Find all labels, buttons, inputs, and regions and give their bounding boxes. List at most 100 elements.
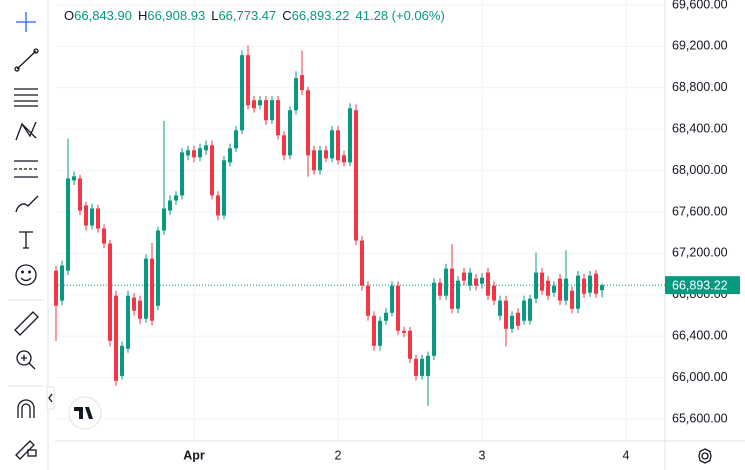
candle-body <box>492 285 496 301</box>
candle-body <box>66 178 70 271</box>
y-tick-label: 67,600.00 <box>672 204 728 218</box>
forecast-tool[interactable] <box>14 160 38 178</box>
candle-body <box>96 208 100 229</box>
candles <box>54 45 604 406</box>
candle-body <box>318 150 322 171</box>
emoji-tool[interactable] <box>15 264 37 286</box>
candle-body <box>384 312 388 321</box>
toolbar <box>8 12 44 460</box>
candle-body <box>192 150 196 158</box>
candle-body <box>414 358 418 376</box>
candle-body <box>216 195 220 216</box>
candle-body <box>144 258 148 319</box>
candle-body <box>270 100 274 121</box>
candle-body <box>138 300 142 319</box>
candle-body <box>390 285 394 313</box>
candle-body <box>444 268 448 296</box>
y-tick-label: 68,400.00 <box>672 121 728 135</box>
logo[interactable] <box>68 396 102 430</box>
legend-value: 66,908.93 <box>147 8 206 23</box>
candle-body <box>258 100 262 106</box>
candle-body <box>210 145 214 196</box>
candle-body <box>522 300 526 321</box>
grid <box>55 0 665 441</box>
candle-body <box>222 160 226 216</box>
candle-body <box>246 55 250 106</box>
candle-body <box>348 108 352 163</box>
candle-body <box>498 300 502 316</box>
candle-body <box>204 145 208 151</box>
legend-item: O66,843.90 <box>64 8 132 23</box>
candle-body <box>198 148 202 158</box>
collapse-button[interactable] <box>46 386 55 410</box>
x-tick-label: 2 <box>335 448 342 462</box>
candle-body <box>72 176 76 181</box>
legend-change: 41.28 (+0.06%) <box>355 8 445 23</box>
ruler-tool[interactable] <box>14 311 39 336</box>
candle-body <box>420 358 424 376</box>
text-tool[interactable] <box>19 231 33 249</box>
legend-key: O <box>64 8 75 23</box>
candle-body <box>168 200 172 211</box>
candle-body <box>186 150 190 156</box>
candle-body <box>468 272 472 286</box>
candle-body <box>564 278 568 301</box>
y-tick-label: 69,200.00 <box>672 39 728 53</box>
candle-body <box>486 272 490 296</box>
candle-body <box>474 278 478 286</box>
last-price-box <box>665 276 740 295</box>
trend-line-tool[interactable] <box>14 48 39 72</box>
candle-body <box>240 55 244 131</box>
legend-key: H <box>137 8 148 23</box>
pattern-tool[interactable] <box>15 121 37 141</box>
candle-body <box>354 110 358 241</box>
fib-tool[interactable] <box>14 88 38 107</box>
candle-body <box>558 278 562 301</box>
candle-body <box>234 130 238 149</box>
candle-body <box>264 100 268 121</box>
candle-body <box>546 280 550 296</box>
candle-body <box>534 272 538 299</box>
candle-body <box>114 295 118 381</box>
candle-body <box>378 320 382 346</box>
candle-body <box>330 130 334 159</box>
candle-body <box>576 275 580 309</box>
candle-body <box>108 243 112 341</box>
legend-key: L <box>211 8 219 23</box>
x-tick-label: 3 <box>479 448 486 462</box>
x-tick-label: Apr <box>183 448 205 462</box>
lock-tool[interactable] <box>15 440 37 460</box>
brush-tool[interactable] <box>15 195 39 213</box>
candle-body <box>54 270 58 306</box>
candle-body <box>288 110 292 156</box>
candle-body <box>588 275 592 293</box>
candle-body <box>456 280 460 309</box>
candle-body <box>342 155 346 163</box>
magnet-tool[interactable] <box>17 399 35 418</box>
candle-body <box>366 285 370 316</box>
candle-body <box>396 285 400 331</box>
candle-body <box>480 277 484 284</box>
candle-body <box>276 100 280 136</box>
crosshair-tool[interactable] <box>16 12 36 32</box>
settings-button[interactable] <box>698 448 712 464</box>
legend-key: C <box>282 8 292 23</box>
candle-body <box>174 195 178 201</box>
candle-body <box>510 315 514 329</box>
candle-body <box>594 273 598 294</box>
legend-item: C66,893.22 <box>282 8 349 23</box>
ohlc-legend: O66,843.90 H66,908.93 L66,773.47 C66,893.22… <box>64 8 445 23</box>
candle-body <box>78 178 82 211</box>
candle-body <box>162 208 166 231</box>
candle-body <box>516 312 520 326</box>
candle-body <box>306 90 310 156</box>
candle-body <box>360 240 364 286</box>
legend-item: H66,908.93 <box>138 8 205 23</box>
candle-body <box>300 75 304 91</box>
zoom-tool[interactable] <box>16 350 36 370</box>
candle-body <box>324 150 328 159</box>
y-tick-label: 68,800.00 <box>672 80 728 94</box>
legend-value: 66,893.22 <box>291 8 350 23</box>
candle-body <box>150 258 154 321</box>
